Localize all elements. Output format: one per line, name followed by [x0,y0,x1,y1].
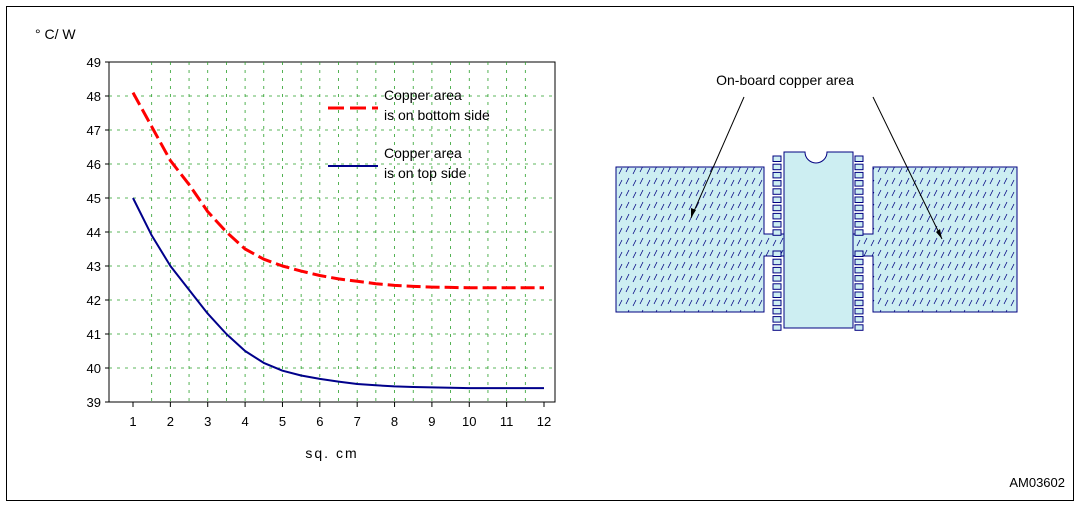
x-tick-label: 5 [279,414,286,429]
left-pad-hatching [616,167,784,312]
ic-pin [854,204,864,212]
ic-pin [772,155,782,162]
ic-pin [854,163,864,171]
ic-pin [772,316,782,323]
ic-pin [854,291,864,298]
x-tick-label: 4 [241,414,248,429]
y-tick-label: 40 [87,361,101,376]
ic-pin [854,283,864,290]
arrow-left [690,96,745,219]
y-tick-label: 42 [87,293,101,308]
y-tick-label: 44 [87,225,101,240]
ic-pin [772,188,782,195]
y-tick-label: 47 [87,123,101,138]
x-tick-label: 11 [500,414,514,429]
ic-pin [854,316,864,323]
y-tick-label: 46 [87,157,101,172]
ic-pin [772,171,782,179]
ic-pin [854,275,864,282]
series-layer [131,91,544,390]
ic-pin [772,212,782,220]
ic-pin [772,196,782,203]
ic-pin [772,283,782,290]
ic-pin [854,171,864,179]
ic-pin [772,266,782,274]
legend-label: Copper area [384,145,462,161]
arrowhead-left [691,208,696,218]
x-tick-label: 10 [462,414,476,429]
arrowhead-right [936,229,942,239]
y-axis-label: ° C/ W [35,26,76,42]
ic-pin [854,180,864,187]
ic-pin [772,250,782,257]
ic-pins [772,155,864,331]
ic-pin [772,221,782,228]
diagram-label: On-board copper area [716,72,854,88]
ic-pin [772,291,782,298]
ic-pin [854,324,864,331]
x-tick-label: 2 [167,414,174,429]
x-tick-label: 6 [316,414,323,429]
ic-pin [772,163,782,171]
ic-pin [772,204,782,212]
ic-package [783,151,854,329]
ic-pin [772,324,782,331]
y-tick-label: 45 [87,191,101,206]
ic-pin [854,188,864,195]
y-tick-label: 49 [87,55,101,70]
grid-lines [109,62,555,402]
ic-pin [772,258,782,266]
ic-pin [854,196,864,203]
x-axis-ticks: 1 2 3 4 5 6 7 8 9 10 11 12 [129,402,551,429]
y-tick-label: 48 [87,89,101,104]
legend-label: is on top side [384,165,467,181]
ic-pin [772,299,782,307]
arrow-right [872,96,943,240]
x-tick-label: 12 [537,414,551,429]
ic-pin [854,155,864,162]
ic-pin [854,266,864,274]
ic-pin [772,229,782,236]
ic-pin [854,212,864,220]
ic-pin [772,275,782,282]
ic-pin [854,229,864,236]
copper-area-diagram: On-board copper area [615,72,1018,331]
y-axis-ticks: 39 40 41 42 43 44 45 46 47 48 49 [87,55,109,410]
ic-pin [854,307,864,315]
legend-label: Copper area [384,87,462,103]
right-pad-hatching [853,167,1017,312]
x-tick-label: 9 [428,414,435,429]
legend-label: is on bottom side [384,107,490,123]
x-tick-label: 1 [129,414,136,429]
figure-id: AM03602 [1009,475,1065,490]
y-tick-label: 39 [87,395,101,410]
ic-pin [854,299,864,307]
x-tick-label: 3 [204,414,211,429]
ic-pin [854,250,864,257]
series-line-2 [132,197,544,390]
x-axis-label: sq. cm [305,445,358,461]
y-tick-label: 41 [87,327,101,342]
ic-pin [772,307,782,315]
x-tick-label: 8 [391,414,398,429]
legend: Copper area is on bottom side Copper area i… [328,87,490,181]
series-line-1 [131,91,544,290]
y-tick-label: 43 [87,259,101,274]
ic-pin [854,221,864,228]
ic-pin [772,180,782,187]
x-tick-label: 7 [354,414,361,429]
ic-pin [854,258,864,266]
